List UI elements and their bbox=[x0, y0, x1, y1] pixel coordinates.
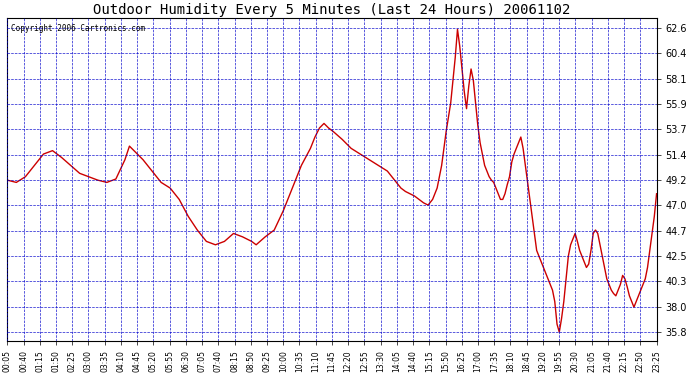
Text: Copyright 2006 Cartronics.com: Copyright 2006 Cartronics.com bbox=[10, 24, 145, 33]
Title: Outdoor Humidity Every 5 Minutes (Last 24 Hours) 20061102: Outdoor Humidity Every 5 Minutes (Last 2… bbox=[93, 3, 571, 17]
